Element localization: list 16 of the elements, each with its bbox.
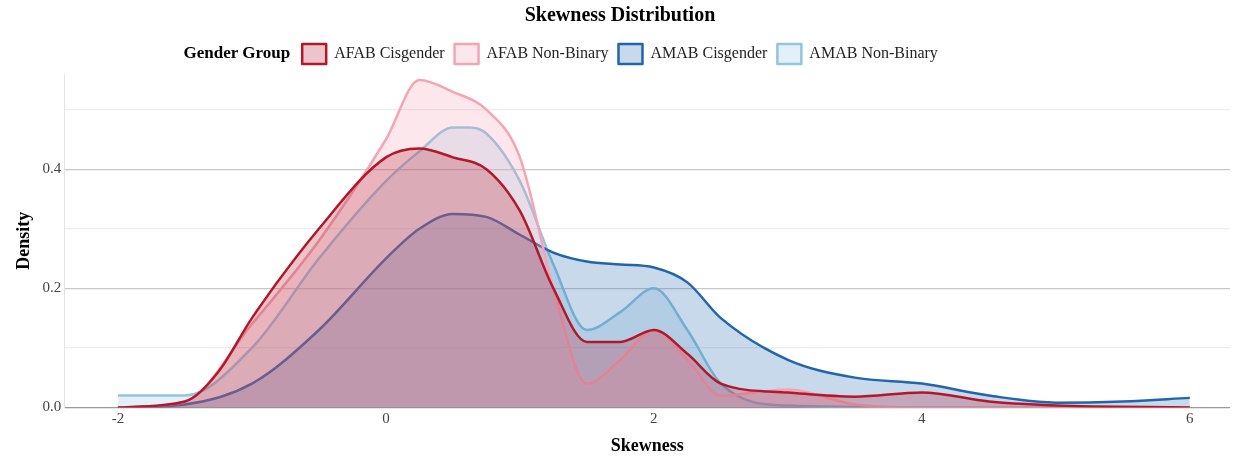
legend-label: AFAB Non-Binary: [486, 44, 609, 63]
y-tick-label: 0.2: [42, 279, 62, 296]
y-tick-label: 0.4: [42, 160, 62, 177]
x-axis-title: Skewness: [610, 434, 684, 455]
y-tick-label: 0.0: [42, 398, 62, 415]
legend-title: Gender Group: [183, 43, 291, 63]
legend-label: AMAB Cisgender: [650, 44, 769, 63]
x-tick-label: -2: [111, 410, 125, 427]
chart-title: Skewness Distribution: [524, 3, 716, 26]
legend-label: AFAB Cisgender: [334, 44, 446, 63]
x-tick-label: 6: [1186, 410, 1195, 427]
x-tick-label: 2: [650, 410, 658, 427]
legend-label: AMAB Non-Binary: [809, 44, 938, 63]
y-axis-title: Density: [13, 211, 34, 270]
x-tick-label: 4: [918, 410, 927, 427]
x-tick-label: 0: [382, 410, 390, 427]
